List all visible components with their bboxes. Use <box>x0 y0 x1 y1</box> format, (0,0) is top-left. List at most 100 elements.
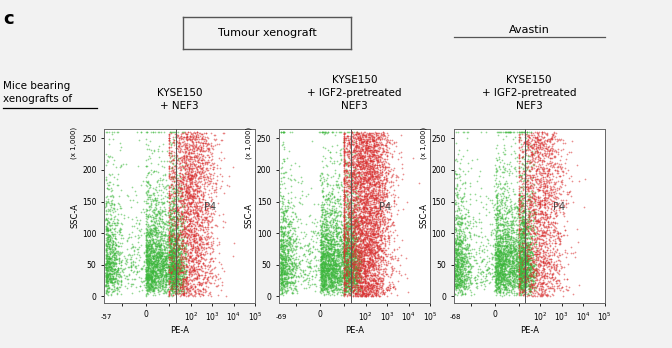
Point <box>185 273 196 279</box>
Point <box>522 232 533 238</box>
Point <box>344 270 355 276</box>
Point <box>513 203 524 208</box>
Point <box>532 144 542 150</box>
Point <box>214 242 224 247</box>
Point <box>280 262 290 268</box>
Point <box>103 262 114 268</box>
Point <box>360 165 370 171</box>
Point <box>390 177 401 183</box>
Point <box>108 238 118 244</box>
Point <box>373 210 384 215</box>
Point <box>183 145 194 150</box>
Point <box>198 189 208 195</box>
Point <box>521 268 532 273</box>
Point <box>167 290 177 296</box>
Point <box>523 228 534 234</box>
Point <box>345 233 356 239</box>
Point <box>277 248 288 254</box>
Point <box>519 240 530 245</box>
Point <box>498 255 509 261</box>
Point <box>177 240 187 245</box>
Point <box>524 208 535 214</box>
Point <box>147 259 158 265</box>
Point <box>541 274 552 279</box>
Point <box>170 285 181 291</box>
Point <box>142 179 153 184</box>
Point <box>355 213 366 219</box>
Point <box>205 256 216 261</box>
Point <box>343 245 353 251</box>
Point <box>369 272 380 277</box>
Point <box>370 195 381 201</box>
Point <box>142 275 153 280</box>
Point <box>520 260 531 265</box>
Point <box>366 286 377 291</box>
Point <box>335 278 345 283</box>
Point <box>108 219 118 224</box>
Point <box>165 265 176 270</box>
Point <box>348 253 359 259</box>
Point <box>523 246 534 252</box>
Point <box>177 269 188 275</box>
Point <box>345 270 356 276</box>
Point <box>293 273 304 278</box>
Point <box>355 288 366 293</box>
Point <box>133 288 144 294</box>
Point <box>341 193 351 199</box>
Point <box>213 282 224 288</box>
Point <box>353 287 364 293</box>
Point <box>341 234 351 240</box>
Point <box>526 254 537 260</box>
Point <box>348 198 359 203</box>
Point <box>195 160 206 165</box>
Point <box>525 270 536 276</box>
Point <box>552 235 562 240</box>
Point <box>485 251 496 256</box>
Point <box>350 246 361 252</box>
Point <box>534 286 544 291</box>
Point <box>523 264 534 270</box>
Point <box>194 208 204 213</box>
Point <box>520 269 531 274</box>
Point <box>330 129 341 135</box>
Point <box>162 222 173 228</box>
Point <box>146 258 157 264</box>
Point <box>336 275 347 280</box>
Point <box>145 262 156 268</box>
Point <box>192 248 203 254</box>
Point <box>144 212 155 217</box>
Point <box>364 130 374 136</box>
Point <box>316 238 327 243</box>
Point <box>228 254 239 259</box>
Point <box>181 293 192 299</box>
Point <box>497 271 508 277</box>
Point <box>363 163 374 168</box>
Point <box>164 264 175 270</box>
Point <box>360 283 371 289</box>
Point <box>339 177 349 183</box>
Point <box>176 288 187 294</box>
Point <box>384 164 395 170</box>
Point <box>175 188 185 193</box>
Point <box>329 261 339 267</box>
Point <box>515 291 526 296</box>
Point <box>282 246 292 251</box>
Point <box>341 277 351 282</box>
Point <box>513 232 524 238</box>
Point <box>366 277 376 282</box>
Point <box>544 229 555 234</box>
Point <box>200 215 210 220</box>
Point <box>361 132 372 138</box>
Point <box>365 158 376 164</box>
Point <box>278 246 288 252</box>
Point <box>504 256 515 262</box>
Point <box>156 263 167 269</box>
Point <box>362 260 373 266</box>
Point <box>184 271 195 277</box>
Point <box>514 247 525 252</box>
Point <box>357 260 368 265</box>
Point <box>522 262 533 267</box>
Point <box>331 257 342 262</box>
Point <box>481 274 492 279</box>
Point <box>323 230 333 236</box>
